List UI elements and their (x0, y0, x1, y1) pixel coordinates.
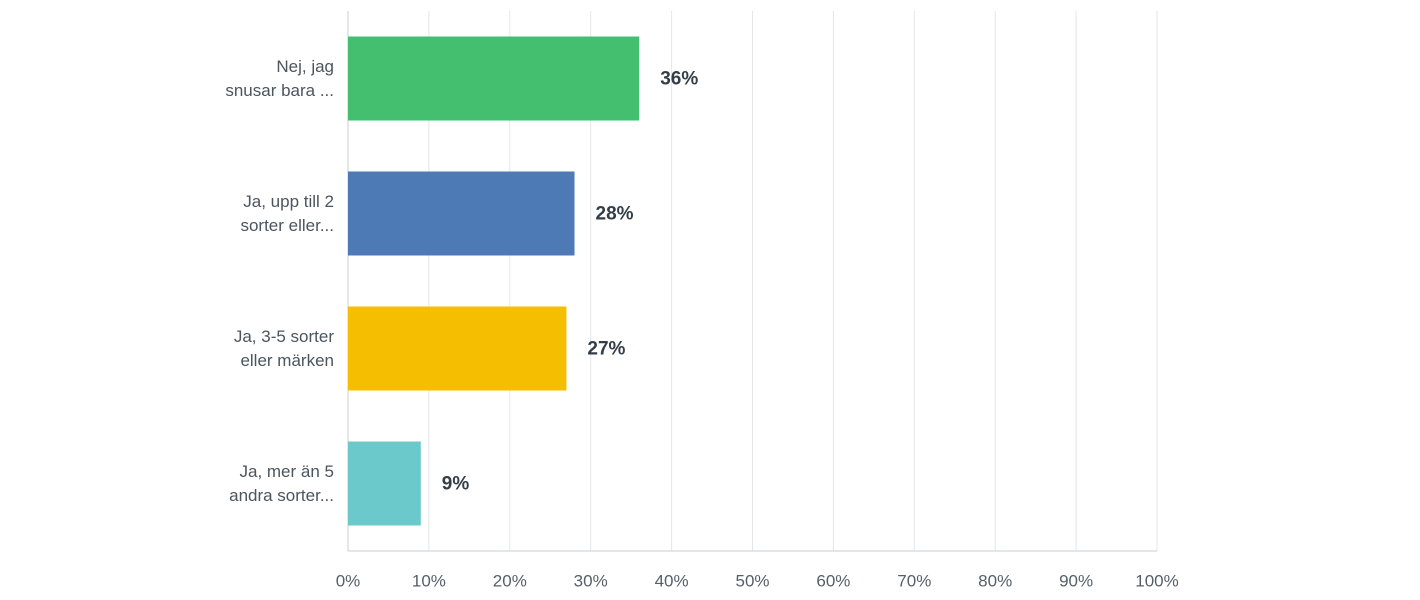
x-tick-label: 20% (493, 571, 527, 590)
bar (348, 171, 575, 256)
x-tick-label: 60% (816, 571, 850, 590)
value-label: 28% (596, 204, 634, 225)
category-label: Ja, mer än 5 andra sorter... (229, 461, 334, 505)
value-label: 9% (442, 474, 470, 495)
x-tick-label: 90% (1059, 571, 1093, 590)
value-label: 36% (660, 69, 698, 90)
category-label: Ja, upp till 2 sorter eller... (240, 191, 334, 235)
category-label: Ja, 3-5 sorter eller märken (233, 326, 334, 370)
value-label: 27% (587, 339, 625, 360)
x-tick-label: 70% (897, 571, 931, 590)
x-tick-label: 40% (655, 571, 689, 590)
x-tick-label: 80% (978, 571, 1012, 590)
x-tick-label: 50% (735, 571, 769, 590)
x-tick-label: 100% (1135, 571, 1178, 590)
bar (348, 441, 421, 526)
bar (348, 306, 567, 391)
x-tick-label: 10% (412, 571, 446, 590)
x-tick-label: 0% (336, 571, 361, 590)
bar (348, 36, 640, 121)
category-label: Nej, jag snusar bara ... (225, 56, 334, 100)
x-tick-label: 30% (574, 571, 608, 590)
